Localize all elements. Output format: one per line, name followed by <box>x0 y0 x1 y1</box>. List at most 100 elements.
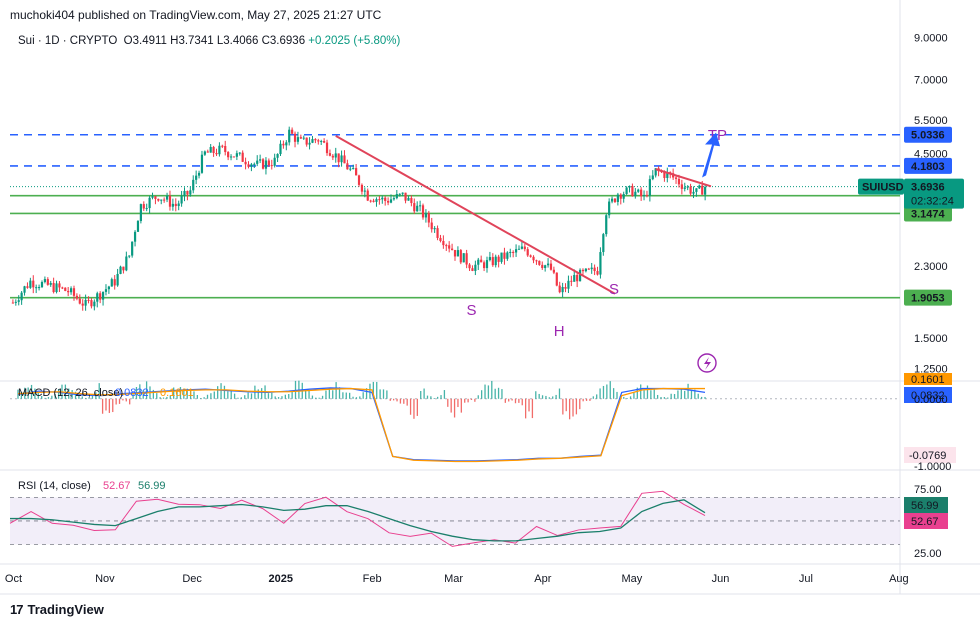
candle-body <box>273 157 276 166</box>
candle-body <box>704 186 707 195</box>
candle-body <box>596 271 599 275</box>
candle-body <box>416 205 419 212</box>
candle-body <box>186 190 189 195</box>
candle-body <box>177 203 180 207</box>
candle-body <box>439 237 442 241</box>
candle-body <box>369 200 372 202</box>
candle-body <box>331 155 334 158</box>
candle-body <box>613 198 617 202</box>
candle-body <box>549 263 553 270</box>
candle-body <box>145 208 148 210</box>
candle-body <box>293 133 297 142</box>
candle-body <box>625 187 628 195</box>
candle-body <box>363 190 366 192</box>
candle-body <box>450 248 454 250</box>
candle-body <box>195 175 198 180</box>
candle-body <box>238 152 241 154</box>
candle-body <box>241 152 244 162</box>
current-price-label: 3.6936 <box>911 182 945 194</box>
candle-body <box>302 137 305 139</box>
candle-body <box>355 168 358 176</box>
candle-body <box>500 252 503 262</box>
candle-body <box>418 205 422 207</box>
candle-body <box>389 199 393 203</box>
rsi-tag <box>904 513 948 529</box>
candle-body <box>151 196 154 198</box>
candle-body <box>52 283 55 293</box>
candle-body <box>125 256 128 271</box>
high-value: H3.7341 <box>170 35 214 47</box>
candle-body <box>325 142 329 154</box>
candle-body <box>282 143 285 146</box>
candle-body <box>395 194 398 199</box>
candle-body <box>183 190 186 197</box>
candle-body <box>674 177 678 179</box>
candle-body <box>558 285 561 293</box>
candle-body <box>110 279 113 287</box>
date-tick-label: Jul <box>799 573 813 585</box>
candle-body <box>645 195 649 197</box>
candle-body <box>564 287 567 289</box>
candle-body <box>261 159 265 169</box>
price-tick-label: 4.5000 <box>914 149 948 161</box>
candle-body <box>523 246 526 250</box>
candle-body <box>69 288 73 293</box>
candle-body <box>84 299 87 306</box>
macd-hist-axis-label: -0.0769 <box>909 450 946 462</box>
candle-body <box>203 151 206 155</box>
candle-body <box>256 160 259 164</box>
candle-body <box>142 204 145 209</box>
rsi-ma-axis-label: 56.99 <box>911 500 939 512</box>
candle-body <box>139 204 142 222</box>
price-tick-label: 9.0000 <box>914 32 948 44</box>
candle-body <box>587 268 590 270</box>
candle-body <box>512 251 515 253</box>
bar-countdown-label: 02:32:24 <box>911 196 954 208</box>
candle-body <box>628 185 631 188</box>
tradingview-footer[interactable]: 17 TradingView <box>10 602 104 617</box>
candle-body <box>75 295 78 299</box>
candle-body <box>43 279 47 283</box>
candle-body <box>270 165 273 167</box>
candle-body <box>232 156 236 158</box>
candle-body <box>677 178 681 185</box>
lightning-icon <box>704 357 711 370</box>
candle-body <box>663 172 666 178</box>
date-tick-label: Jun <box>712 573 730 585</box>
candle-body <box>581 269 585 272</box>
macd-title: MACD (12, 26, close) <box>18 387 123 399</box>
candle-body <box>11 302 15 304</box>
candle-body <box>602 234 605 253</box>
symbol-name[interactable]: Sui · 1D · CRYPTO <box>18 35 118 47</box>
candle-body <box>328 153 332 156</box>
price-level-tag <box>904 205 952 222</box>
open-value: O3.4911 <box>123 35 167 47</box>
publisher-line: muchoki404 published on TradingView.com,… <box>10 8 382 22</box>
candle-body <box>465 253 468 265</box>
candle-body <box>107 286 110 290</box>
rsi-series-ma <box>10 499 706 542</box>
price-tick-label: 1.2500 <box>914 363 948 375</box>
candle-body <box>695 188 698 192</box>
candle-body <box>584 268 587 272</box>
lightning-icon <box>697 353 717 373</box>
candle-body <box>346 163 349 170</box>
candle-body <box>375 199 378 202</box>
candle-body <box>61 287 64 289</box>
date-tick-label: Apr <box>534 573 551 585</box>
macd-tick-label: 0.0000 <box>914 394 948 406</box>
candle-body <box>253 163 256 165</box>
candle-body <box>427 213 430 223</box>
candle-body <box>701 185 704 195</box>
candle-body <box>296 137 300 142</box>
candle-body <box>471 268 474 271</box>
candle-body <box>622 194 625 199</box>
candle-body <box>299 137 302 139</box>
rsi-ma-value: 56.99 <box>138 480 166 492</box>
macd-signal-axis-label: 0.1601 <box>911 374 945 386</box>
candle-body <box>116 273 119 286</box>
candle-body <box>640 189 643 197</box>
candle-body <box>357 175 361 185</box>
candle-body <box>340 155 343 163</box>
